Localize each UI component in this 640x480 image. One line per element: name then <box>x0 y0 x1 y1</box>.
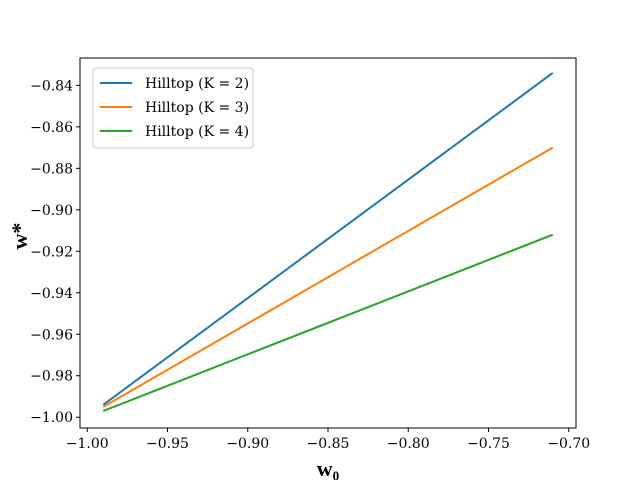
y-tick-label: −0.98 <box>30 369 73 385</box>
legend-label: Hilltop (K = 4) <box>145 124 249 140</box>
y-tick-label: −0.94 <box>30 286 73 302</box>
y-tick-label: −0.92 <box>30 244 73 260</box>
legend-label: Hilltop (K = 3) <box>145 100 249 116</box>
y-tick-label: −0.86 <box>30 120 73 136</box>
legend-frame <box>92 67 254 149</box>
y-tick-label: −1.00 <box>30 410 73 426</box>
x-tick-label: −0.85 <box>307 436 350 452</box>
legend-label: Hilltop (K = 2) <box>145 76 249 92</box>
x-axis: −1.00 −0.95 −0.90 −0.85 −0.80 −0.75 −0.70 <box>66 428 590 452</box>
plot-lines <box>102 72 554 412</box>
legend: Hilltop (K = 2) Hilltop (K = 3) Hilltop (K… <box>92 67 254 149</box>
x-axis-title: w₀ <box>317 456 340 480</box>
x-tick-label: −0.80 <box>387 436 430 452</box>
x-tick-label: −1.00 <box>66 436 109 452</box>
y-tick-label: −0.90 <box>30 203 73 219</box>
series-line-1 <box>102 72 554 406</box>
y-tick-label: −0.88 <box>30 161 73 177</box>
x-tick-label: −0.70 <box>547 436 590 452</box>
y-tick-label: −0.84 <box>30 78 73 94</box>
x-tick-label: −0.90 <box>226 436 269 452</box>
y-axis: −1.00 −0.98 −0.96 −0.94 −0.92 −0.90 −0.88 −0.86… <box>30 78 80 426</box>
series-line-2 <box>102 146 554 408</box>
y-tick-label: −0.96 <box>30 327 73 343</box>
y-axis-title: w* <box>7 223 32 250</box>
x-tick-label: −0.95 <box>146 436 189 452</box>
x-tick-label: −0.75 <box>467 436 510 452</box>
series-line-3 <box>102 233 554 412</box>
